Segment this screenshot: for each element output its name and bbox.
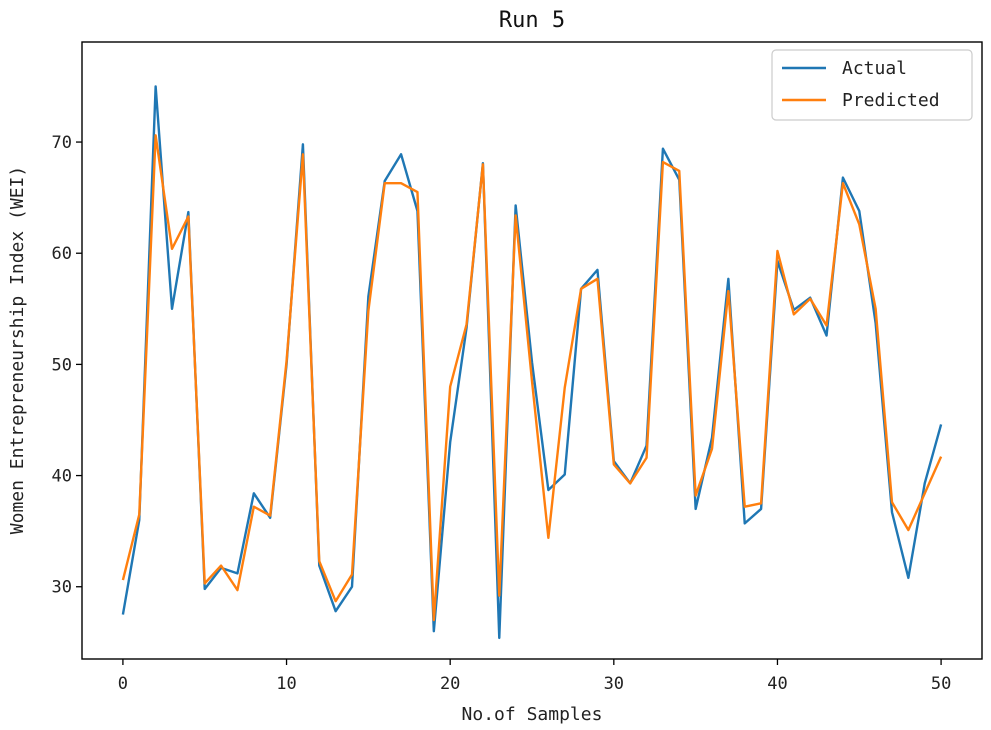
y-tick-label: 30 [52,578,72,598]
y-axis: 30 40 50 60 70 [52,133,82,598]
y-tick-label: 50 [52,355,72,375]
series-line-predicted [121,134,943,622]
x-axis-label: No.of Samples [462,704,603,725]
x-tick-label: 40 [767,674,787,694]
plot-area [82,42,982,659]
legend-label-predicted: Predicted [842,90,940,111]
x-tick-label: 30 [604,674,624,694]
x-tick-label: 0 [118,674,128,694]
x-tick-label: 20 [440,674,460,694]
series-layer [121,85,943,640]
plot-frame [81,41,983,660]
legend: Actual Predicted [771,49,973,121]
y-tick-label: 70 [52,133,72,153]
y-axis-label: Women Entrepreneurship Index (WEI) [7,166,28,534]
series-line-actual [121,85,943,640]
y-tick-label: 60 [52,244,72,264]
x-axis: 0 10 20 30 40 50 [118,659,951,694]
x-tick-label: 10 [276,674,296,694]
chart-title: Run 5 [499,8,565,33]
x-tick-label: 50 [931,674,951,694]
legend-label-actual: Actual [842,58,907,79]
y-tick-label: 40 [52,467,72,487]
